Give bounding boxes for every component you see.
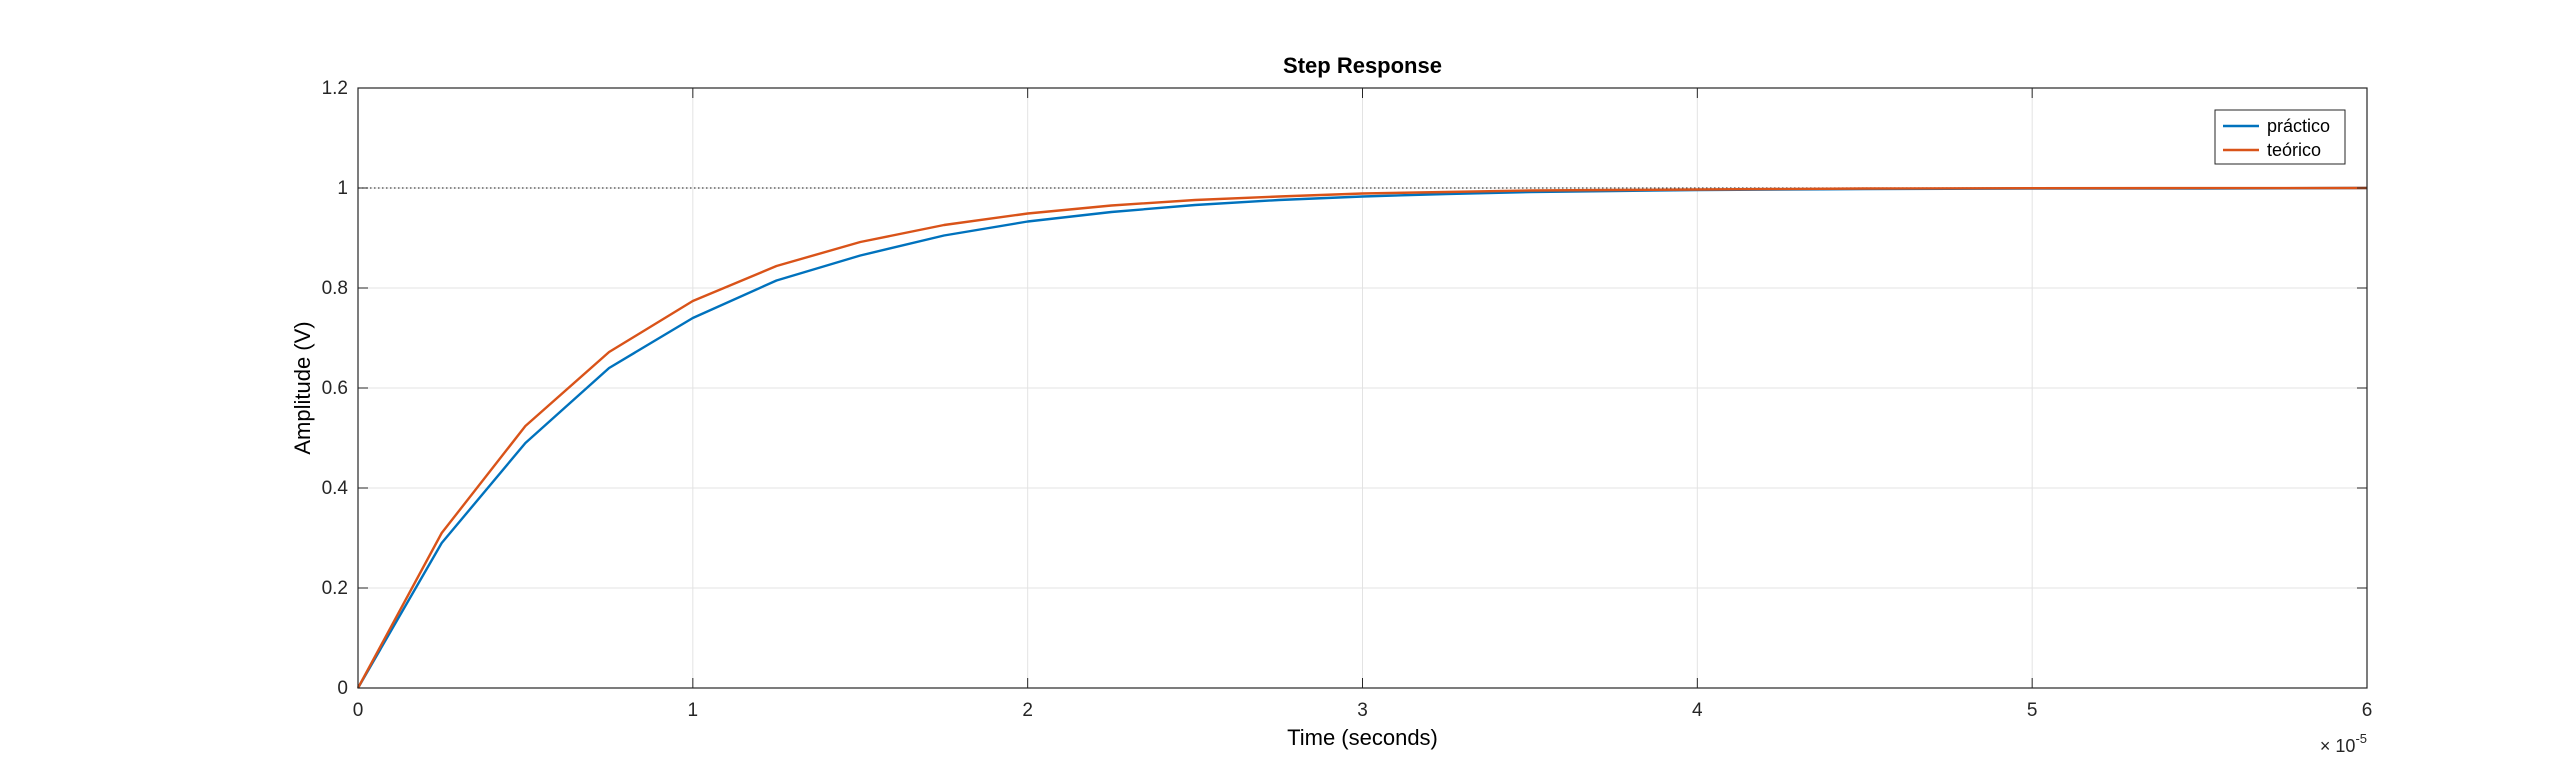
y-tick-labels: 0 0.2 0.4 0.6 0.8 1 1.2 (322, 78, 349, 699)
y-tick-label: 1.2 (322, 78, 348, 99)
y-axis-label: Amplitude (V) (290, 321, 315, 454)
y-tick-label: 0.6 (322, 378, 348, 399)
y-tick-label: 0.2 (322, 578, 348, 599)
chart-title: Step Response (1283, 53, 1442, 78)
x-tick-label: 1 (688, 700, 699, 721)
x-tick-label: 2 (1022, 700, 1033, 721)
x-tick-label: 6 (2362, 700, 2373, 721)
y-tick-label: 0 (337, 678, 348, 699)
y-tick-label: 0.8 (322, 278, 348, 299)
legend-label-práctico: práctico (2267, 116, 2330, 136)
x-exponent-power: -5 (2355, 731, 2367, 746)
x-tick-labels: 0 1 2 3 4 5 6 (353, 700, 2373, 721)
x-tick-label: 5 (2027, 700, 2038, 721)
x-tick-label: 0 (353, 700, 364, 721)
series-lines (356, 186, 2368, 689)
series-line-teórico (356, 186, 2368, 689)
legend-label-teórico: teórico (2267, 140, 2321, 160)
x-axis-exponent: × 10-5 (2320, 731, 2367, 756)
x-exponent-base: × 10 (2320, 736, 2356, 756)
y-tick-label: 1 (337, 178, 348, 199)
y-tick-label: 0.4 (322, 478, 349, 499)
ticks (357, 87, 2368, 689)
x-tick-label: 3 (1357, 700, 1368, 721)
legend: práctico teórico (2214, 109, 2346, 165)
x-tick-label: 4 (1692, 700, 1703, 721)
legend-box (2214, 109, 2346, 165)
x-axis-label: Time (seconds) (1287, 725, 1438, 750)
